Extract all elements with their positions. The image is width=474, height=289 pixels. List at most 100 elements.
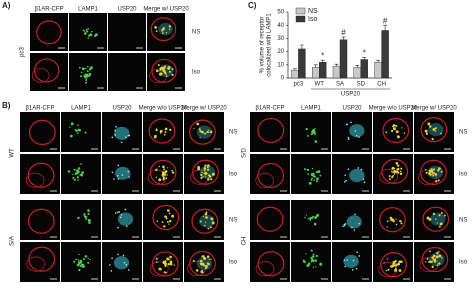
vesicle [205, 216, 208, 219]
y-tick-label: 50 [277, 10, 284, 16]
vesicle [308, 181, 312, 185]
cell-outline [191, 208, 219, 234]
vesicle [76, 170, 80, 174]
vesicle [403, 132, 406, 134]
micrograph-bg [147, 13, 185, 51]
vesicle [307, 134, 310, 137]
vesicle [167, 66, 171, 70]
vesicle [163, 133, 166, 136]
vesicle [195, 269, 199, 272]
cell-cyan [113, 256, 130, 270]
vesicle [202, 215, 204, 218]
vesicle [436, 251, 439, 255]
y-tick-label: 30 [277, 36, 284, 42]
vesicle [436, 222, 438, 224]
speck [345, 179, 348, 182]
vesicle [311, 177, 313, 180]
vesicle [164, 131, 167, 133]
vesicle [204, 132, 207, 135]
speck [114, 129, 117, 132]
bar [360, 59, 368, 79]
vesicle [197, 167, 201, 171]
speck [117, 178, 120, 180]
vesicle [80, 263, 83, 265]
vesicle [82, 29, 85, 32]
bar [312, 67, 320, 79]
micrograph [250, 154, 290, 194]
micrograph [332, 112, 372, 152]
vesicle [204, 213, 208, 216]
micrograph [147, 53, 185, 91]
vesicle [432, 212, 436, 216]
vesicle [435, 255, 439, 259]
speck [128, 176, 130, 178]
speck [347, 136, 350, 139]
speck [347, 138, 350, 140]
vesicle [210, 178, 213, 181]
vesicle [81, 171, 84, 174]
vesicle [314, 140, 318, 143]
vesicle [312, 266, 315, 269]
vesicle [165, 217, 168, 220]
speck [344, 223, 347, 225]
speck [358, 136, 360, 138]
vesicle [165, 75, 168, 78]
cell-outline [36, 20, 62, 45]
error-bar [362, 57, 367, 60]
vesicle [91, 30, 93, 33]
speck [111, 171, 114, 174]
vesicle [386, 258, 389, 260]
vesicle [73, 260, 76, 263]
vesicle [73, 168, 76, 171]
vesicle [397, 164, 400, 167]
vesicle [393, 170, 396, 173]
vesicle [155, 261, 158, 263]
vesicle [89, 258, 91, 261]
vesicle [424, 168, 427, 171]
vesicle [315, 254, 318, 258]
vesicle [69, 126, 71, 128]
vesicle [396, 135, 400, 139]
vesicle [166, 174, 168, 176]
panel-label: A) [2, 1, 11, 10]
vesicle [434, 127, 437, 130]
vesicle [163, 225, 166, 228]
vesicle [209, 226, 212, 229]
vesicle [206, 255, 210, 258]
vesicle [432, 128, 436, 131]
vesicle [89, 220, 91, 222]
vesicle [84, 32, 87, 35]
micrograph [69, 53, 107, 91]
speck [123, 261, 126, 264]
vesicle [78, 269, 81, 272]
vesicle [433, 260, 437, 263]
vesicle [70, 134, 73, 138]
micrograph [291, 200, 331, 240]
vesicle [429, 125, 432, 128]
speck [119, 216, 122, 219]
vesicle [427, 261, 430, 263]
cell-outline [382, 117, 410, 144]
vesicle [443, 214, 446, 217]
column-header: LAMP1 [78, 7, 98, 13]
vesicle [77, 124, 79, 127]
vesicle [433, 258, 437, 261]
vesicle [393, 264, 395, 267]
speck [109, 264, 111, 266]
vesicle [307, 218, 310, 220]
column-header: β1AR-CFP [34, 7, 63, 13]
vesicle [438, 251, 440, 253]
vesicle [164, 215, 167, 218]
micrograph [108, 13, 146, 51]
vesicle [204, 164, 207, 167]
significance-marker: # [383, 16, 388, 25]
speck [358, 255, 361, 257]
row-label: NS [229, 218, 237, 224]
micrograph [184, 242, 224, 282]
vesicle [200, 270, 204, 274]
vesicle [202, 255, 205, 258]
vesicle [155, 129, 158, 132]
micrograph [373, 200, 413, 240]
vesicle [429, 250, 431, 253]
speck [351, 226, 353, 229]
